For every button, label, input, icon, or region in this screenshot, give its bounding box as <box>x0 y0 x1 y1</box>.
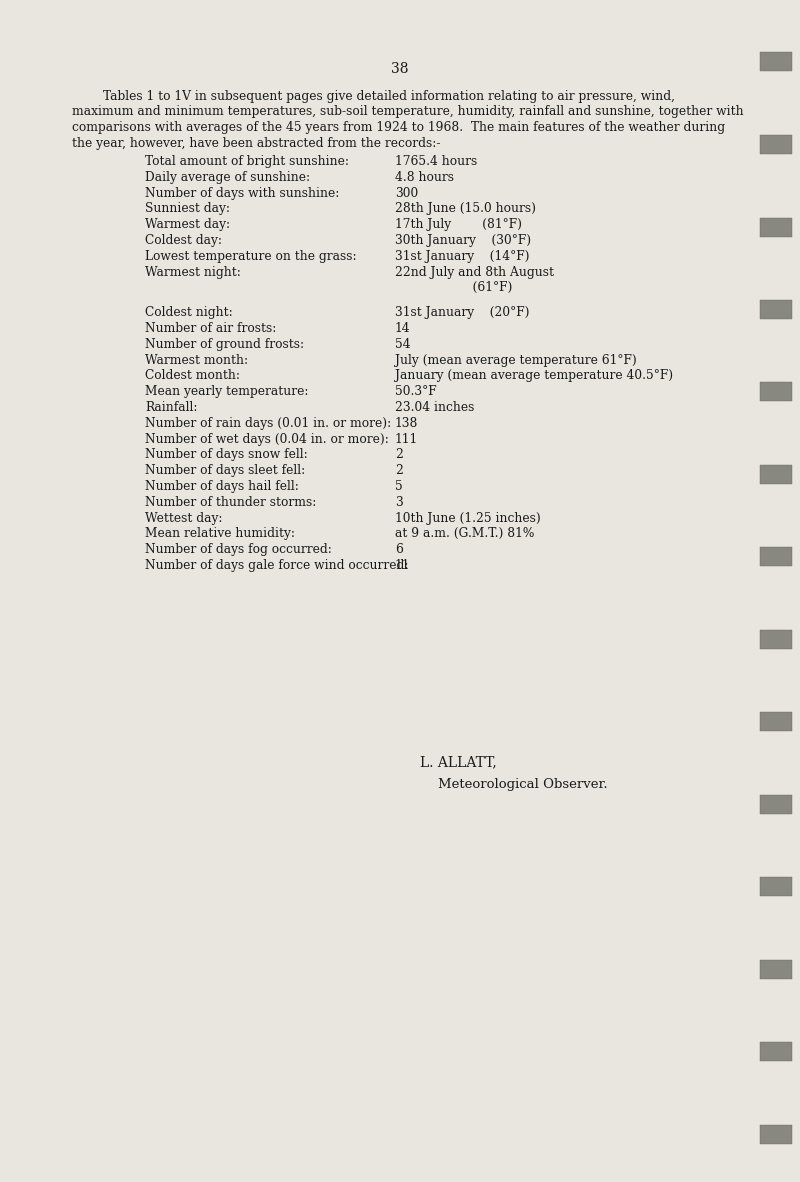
Bar <box>760 217 792 238</box>
Bar <box>760 135 792 154</box>
Text: 2: 2 <box>395 465 403 478</box>
Text: (61°F): (61°F) <box>395 281 512 294</box>
Text: 38: 38 <box>391 61 409 76</box>
Text: Mean relative humidity:: Mean relative humidity: <box>145 527 295 540</box>
Text: the year, however, have been abstracted from the records:-: the year, however, have been abstracted … <box>72 136 441 149</box>
Bar <box>760 52 792 71</box>
Text: L. ALLATT,: L. ALLATT, <box>420 755 497 769</box>
Text: Rainfall:: Rainfall: <box>145 401 198 414</box>
Text: Tables 1 to 1V in subsequent pages give detailed information relating to air pre: Tables 1 to 1V in subsequent pages give … <box>72 90 675 103</box>
Text: 17th July        (81°F): 17th July (81°F) <box>395 219 522 232</box>
Text: 138: 138 <box>395 417 418 430</box>
Bar <box>760 547 792 566</box>
Text: 30th January    (30°F): 30th January (30°F) <box>395 234 531 247</box>
Text: 10th June (1.25 inches): 10th June (1.25 inches) <box>395 512 541 525</box>
Text: Number of days fog occurred:: Number of days fog occurred: <box>145 544 332 557</box>
Text: 6: 6 <box>395 544 403 557</box>
Text: 11: 11 <box>395 559 410 572</box>
Text: Total amount of bright sunshine:: Total amount of bright sunshine: <box>145 155 349 168</box>
Text: 300: 300 <box>395 187 418 200</box>
Text: Coldest day:: Coldest day: <box>145 234 222 247</box>
Text: 28th June (15.0 hours): 28th June (15.0 hours) <box>395 202 536 215</box>
Text: Sunniest day:: Sunniest day: <box>145 202 230 215</box>
Text: comparisons with averages of the 45 years from 1924 to 1968.  The main features : comparisons with averages of the 45 year… <box>72 121 725 134</box>
Bar <box>760 877 792 896</box>
Text: 22nd July and 8th August: 22nd July and 8th August <box>395 266 554 279</box>
Bar <box>760 795 792 814</box>
Text: Lowest temperature on the grass:: Lowest temperature on the grass: <box>145 249 357 262</box>
Text: Number of ground frosts:: Number of ground frosts: <box>145 338 304 351</box>
Text: Daily average of sunshine:: Daily average of sunshine: <box>145 171 310 183</box>
Bar <box>760 300 792 319</box>
Text: 111: 111 <box>395 433 418 446</box>
Text: Number of days gale force wind occurred:: Number of days gale force wind occurred: <box>145 559 409 572</box>
Text: Mean yearly temperature:: Mean yearly temperature: <box>145 385 309 398</box>
Text: July (mean average temperature 61°F): July (mean average temperature 61°F) <box>395 353 637 366</box>
Text: Number of air frosts:: Number of air frosts: <box>145 322 276 335</box>
Text: Number of rain days (0.01 in. or more):: Number of rain days (0.01 in. or more): <box>145 417 391 430</box>
Text: Warmest night:: Warmest night: <box>145 266 241 279</box>
Bar <box>760 712 792 730</box>
Text: Number of days hail fell:: Number of days hail fell: <box>145 480 299 493</box>
Text: Number of days snow fell:: Number of days snow fell: <box>145 448 308 461</box>
Text: maximum and minimum temperatures, sub-soil temperature, humidity, rainfall and s: maximum and minimum temperatures, sub-so… <box>72 105 744 118</box>
Bar <box>760 465 792 483</box>
Bar <box>760 960 792 979</box>
Text: 14: 14 <box>395 322 410 335</box>
Text: Warmest day:: Warmest day: <box>145 219 230 232</box>
Text: 54: 54 <box>395 338 410 351</box>
Text: 4.8 hours: 4.8 hours <box>395 171 454 183</box>
Text: 31st January    (14°F): 31st January (14°F) <box>395 249 530 262</box>
Text: Number of thunder storms:: Number of thunder storms: <box>145 495 316 508</box>
Text: 50.3°F: 50.3°F <box>395 385 437 398</box>
Text: 2: 2 <box>395 448 403 461</box>
Text: Number of days sleet fell:: Number of days sleet fell: <box>145 465 306 478</box>
Text: Number of wet days (0.04 in. or more):: Number of wet days (0.04 in. or more): <box>145 433 389 446</box>
Text: Wettest day:: Wettest day: <box>145 512 222 525</box>
Text: 1765.4 hours: 1765.4 hours <box>395 155 478 168</box>
Text: Coldest night:: Coldest night: <box>145 306 233 319</box>
Text: Coldest month:: Coldest month: <box>145 370 240 383</box>
Bar <box>760 1125 792 1144</box>
Text: Meteorological Observer.: Meteorological Observer. <box>438 778 608 791</box>
Text: 23.04 inches: 23.04 inches <box>395 401 474 414</box>
Text: Number of days with sunshine:: Number of days with sunshine: <box>145 187 339 200</box>
Bar <box>760 1043 792 1061</box>
Bar <box>760 630 792 649</box>
Text: 31st January    (20°F): 31st January (20°F) <box>395 306 530 319</box>
Text: 3: 3 <box>395 495 402 508</box>
Text: 5: 5 <box>395 480 402 493</box>
Text: Warmest month:: Warmest month: <box>145 353 248 366</box>
Text: January (mean average temperature 40.5°F): January (mean average temperature 40.5°F… <box>395 370 673 383</box>
Bar <box>760 382 792 401</box>
Text: at 9 a.m. (G.M.T.) 81%: at 9 a.m. (G.M.T.) 81% <box>395 527 534 540</box>
